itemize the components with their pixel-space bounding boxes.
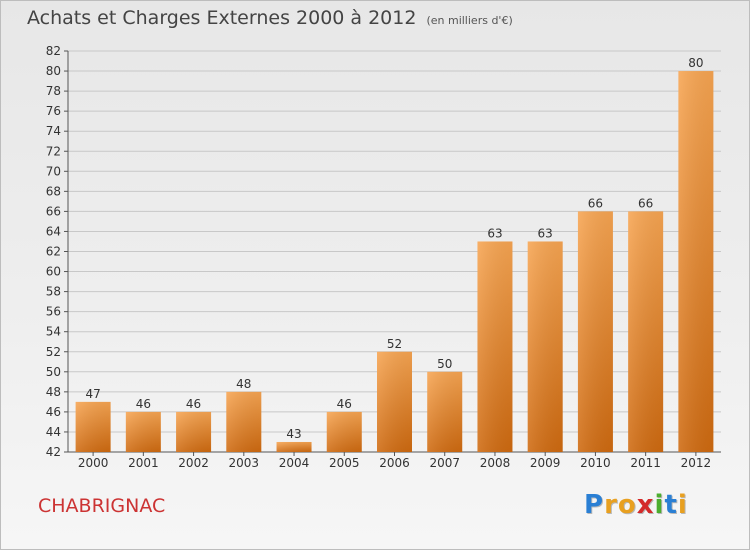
bar-shade bbox=[226, 391, 262, 452]
y-tick-label: 74 bbox=[46, 124, 61, 138]
x-tick-label: 2007 bbox=[429, 456, 460, 470]
logo-letter: i bbox=[677, 490, 688, 520]
bar-shade bbox=[577, 211, 613, 452]
data-label: 50 bbox=[437, 357, 452, 371]
y-tick-label: 50 bbox=[46, 365, 61, 379]
bar-shade bbox=[628, 211, 664, 452]
bar-shade bbox=[276, 441, 312, 452]
logo-letter: i bbox=[654, 490, 665, 520]
data-label: 66 bbox=[638, 196, 653, 210]
data-label: 63 bbox=[487, 226, 502, 240]
bar-shade bbox=[75, 401, 111, 452]
logo-letter: r bbox=[604, 490, 618, 520]
commune-name: CHABRIGNAC bbox=[38, 495, 166, 517]
data-label: 46 bbox=[337, 397, 352, 411]
y-tick-label: 60 bbox=[46, 265, 61, 279]
y-tick-label: 70 bbox=[46, 164, 61, 178]
y-tick-label: 82 bbox=[46, 44, 61, 58]
title-unit: (en milliers d'€) bbox=[426, 14, 513, 27]
data-label: 66 bbox=[588, 196, 603, 210]
bar-shade bbox=[427, 371, 463, 452]
y-tick-label: 48 bbox=[46, 385, 61, 399]
y-tick-label: 68 bbox=[46, 184, 61, 198]
bar-shade bbox=[527, 241, 563, 452]
y-tick-label: 54 bbox=[46, 325, 61, 339]
y-tick-label: 58 bbox=[46, 285, 61, 299]
y-tick-label: 62 bbox=[46, 245, 61, 259]
data-label: 63 bbox=[538, 226, 553, 240]
logo-letter: x bbox=[636, 490, 655, 520]
bar-shade bbox=[326, 411, 362, 452]
data-label: 43 bbox=[286, 427, 301, 441]
x-tick-label: 2012 bbox=[681, 456, 712, 470]
y-tick-label: 76 bbox=[46, 104, 61, 118]
data-label: 52 bbox=[387, 337, 402, 351]
bar-shade bbox=[678, 71, 714, 453]
bar-shade bbox=[477, 241, 513, 452]
x-tick-label: 2006 bbox=[379, 456, 410, 470]
y-tick-label: 46 bbox=[46, 405, 61, 419]
y-tick-label: 52 bbox=[46, 345, 61, 359]
y-tick-label: 78 bbox=[46, 84, 61, 98]
x-tick-label: 2009 bbox=[530, 456, 561, 470]
logo-letter: o bbox=[617, 490, 637, 520]
y-tick-label: 64 bbox=[46, 224, 61, 238]
y-tick-label: 80 bbox=[46, 64, 61, 78]
x-tick-label: 2001 bbox=[128, 456, 159, 470]
x-tick-label: 2005 bbox=[329, 456, 360, 470]
logo-letter: P bbox=[584, 490, 605, 520]
x-tick-label: 2002 bbox=[178, 456, 209, 470]
data-label: 80 bbox=[688, 56, 703, 70]
x-tick-label: 2004 bbox=[279, 456, 310, 470]
chart-title: Achats et Charges Externes 2000 à 2012 (e… bbox=[27, 7, 513, 29]
x-tick-label: 2000 bbox=[78, 456, 109, 470]
x-tick-label: 2008 bbox=[480, 456, 511, 470]
y-tick-label: 66 bbox=[46, 204, 61, 218]
data-label: 46 bbox=[136, 397, 151, 411]
y-tick-label: 42 bbox=[46, 445, 61, 459]
logo-letter: t bbox=[664, 490, 678, 520]
proxiti-logo: Proxiti bbox=[584, 490, 688, 520]
y-tick-label: 72 bbox=[46, 144, 61, 158]
x-tick-label: 2010 bbox=[580, 456, 611, 470]
bar-shade bbox=[125, 411, 161, 452]
x-tick-label: 2011 bbox=[630, 456, 661, 470]
y-tick-label: 56 bbox=[46, 305, 61, 319]
bar-shade bbox=[377, 351, 412, 452]
y-tick-label: 44 bbox=[46, 425, 61, 439]
data-label: 46 bbox=[186, 397, 201, 411]
bar-shade bbox=[176, 411, 212, 452]
title-text: Achats et Charges Externes 2000 à 2012 bbox=[27, 7, 417, 29]
data-label: 47 bbox=[85, 387, 100, 401]
x-tick-label: 2003 bbox=[229, 456, 260, 470]
data-label: 48 bbox=[236, 377, 251, 391]
